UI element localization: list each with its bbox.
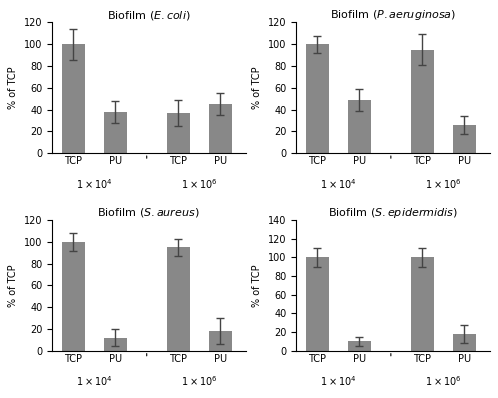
Text: $1\times10^{4}$: $1\times10^{4}$: [320, 177, 357, 191]
Bar: [411, 258, 434, 351]
Bar: [453, 125, 476, 153]
Bar: [348, 100, 371, 153]
Bar: [62, 44, 85, 153]
Y-axis label: % of TCP: % of TCP: [252, 264, 262, 307]
Text: $1\times10^{6}$: $1\times10^{6}$: [181, 177, 218, 191]
Bar: [167, 113, 190, 153]
Text: $1\times10^{6}$: $1\times10^{6}$: [181, 374, 218, 388]
Bar: [306, 258, 329, 351]
Bar: [453, 334, 476, 351]
Bar: [348, 341, 371, 351]
Text: $1\times10^{6}$: $1\times10^{6}$: [425, 374, 462, 388]
Y-axis label: % of TCP: % of TCP: [8, 66, 18, 109]
Title: Biofilm ($\it{S.aureus}$): Biofilm ($\it{S.aureus}$): [98, 207, 200, 219]
Title: Biofilm ($\it{P.aeruginosa}$): Biofilm ($\it{P.aeruginosa}$): [330, 8, 456, 22]
Text: $1\times10^{6}$: $1\times10^{6}$: [425, 177, 462, 191]
Y-axis label: % of TCP: % of TCP: [252, 66, 262, 109]
Bar: [209, 331, 232, 351]
Title: Biofilm ($\it{S.epidermidis}$): Biofilm ($\it{S.epidermidis}$): [328, 206, 458, 220]
Title: Biofilm ($\it{E.coli}$): Biofilm ($\it{E.coli}$): [107, 9, 191, 22]
Text: $1\times10^{4}$: $1\times10^{4}$: [320, 374, 357, 388]
Bar: [62, 242, 85, 351]
Bar: [104, 338, 127, 351]
Bar: [209, 104, 232, 153]
Text: $1\times10^{4}$: $1\times10^{4}$: [76, 374, 113, 388]
Bar: [411, 50, 434, 153]
Y-axis label: % of TCP: % of TCP: [8, 264, 18, 307]
Bar: [167, 247, 190, 351]
Text: $1\times10^{4}$: $1\times10^{4}$: [76, 177, 113, 191]
Bar: [104, 112, 127, 153]
Bar: [306, 44, 329, 153]
